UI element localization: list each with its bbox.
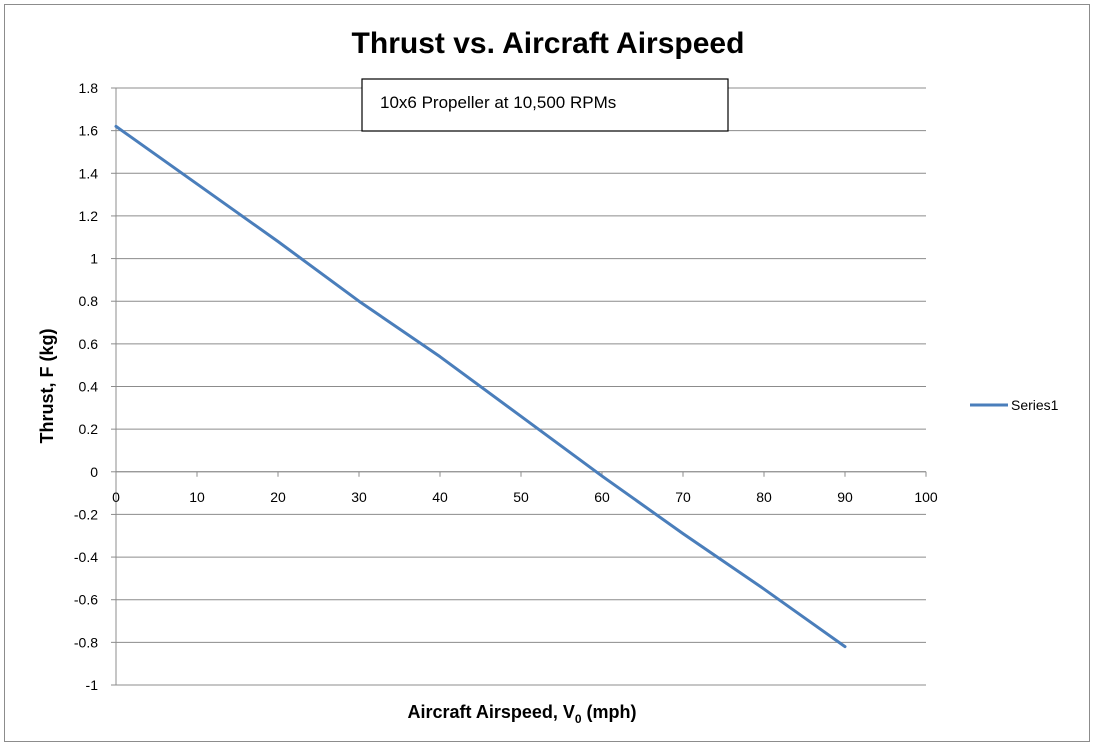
x-tick-label: 90	[837, 489, 853, 505]
y-tick-label: -0.4	[74, 549, 98, 565]
y-tick-label: 1.4	[79, 165, 99, 181]
legend: Series1	[970, 397, 1059, 413]
y-tick-label: 1.2	[79, 208, 99, 224]
legend-label-series1: Series1	[1011, 397, 1059, 413]
x-tick-label: 0	[112, 489, 120, 505]
x-axis-label-unit: (mph)	[582, 702, 637, 722]
y-tick-labels: 1.8 1.6 1.4 1.2 1 0.8 0.6 0.4 0.2 0 -0.2 -0.4 -0.6 -0…	[74, 80, 98, 693]
y-tick-label: 0.2	[79, 421, 99, 437]
y-axis-label: Thrust, F (kg)	[37, 329, 57, 444]
x-axis-label-main: Aircraft Airspeed, V	[407, 702, 574, 722]
y-tick-label: 0.4	[79, 379, 99, 395]
x-tick-label: 50	[513, 489, 529, 505]
y-tick-label: 0	[90, 464, 98, 480]
axes	[115, 88, 927, 685]
y-tick-label: -0.6	[74, 592, 98, 608]
annotation-box	[361, 78, 729, 132]
x-tick-label: 30	[351, 489, 367, 505]
x-tick-label: 10	[189, 489, 205, 505]
x-tick-labels: 0 10 20 30 40 50 60 70 80 90 100	[112, 489, 938, 505]
x-tick-label: 100	[914, 489, 938, 505]
chart-title: Thrust vs. Aircraft Airspeed	[352, 27, 745, 60]
x-tick-label: 60	[594, 489, 610, 505]
x-tick-label: 20	[270, 489, 286, 505]
x-tick-label: 80	[756, 489, 772, 505]
y-tick-label: -1	[86, 677, 99, 693]
series-line-1	[114, 124, 847, 649]
y-tick-label: 0.6	[79, 336, 99, 352]
x-axis-label: Aircraft Airspeed, V0 (mph)	[407, 702, 636, 726]
x-tick-label: 70	[675, 489, 691, 505]
y-tick-label: 1.6	[79, 123, 99, 139]
y-tick-label: -0.8	[74, 634, 98, 650]
annotation-text: 10x6 Propeller at 10,500 RPMs	[380, 93, 616, 112]
y-tick-label: 1.8	[79, 80, 99, 96]
y-tick-label: -0.2	[74, 506, 98, 522]
x-tick-label: 40	[432, 489, 448, 505]
y-tick-label: 1	[90, 251, 98, 267]
series-lines	[114, 124, 847, 649]
gridlines	[111, 87, 926, 686]
y-tick-label: 0.8	[79, 293, 99, 309]
x-axis-label-subscript: 0	[575, 712, 582, 726]
